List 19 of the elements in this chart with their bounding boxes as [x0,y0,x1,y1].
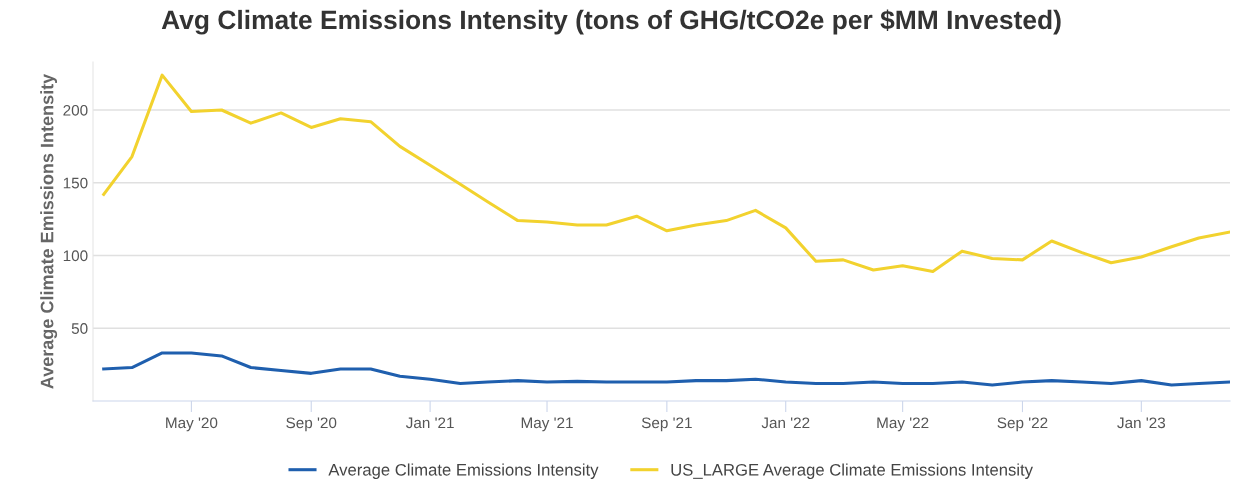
legend-label: Average Climate Emissions Intensity [328,463,599,479]
line-series [102,351,1230,387]
x-tick-label: May '20 [166,417,218,432]
y-tick-label: 150 [63,177,88,189]
y-axis-title: Average Climate Emissions Intensity [40,73,58,389]
chart-title: Avg Climate Emissions Intensity (tons of GHG/tCO2e per $MM Invested) [161,9,1061,35]
x-tick-label: May '22 [877,417,929,432]
x-tick-label: Jan '23 [1117,417,1166,429]
x-tick-label: Sep '22 [997,417,1048,432]
x-tick-label: Jan '22 [761,417,810,429]
x-tick-label: Jan '21 [405,417,454,429]
x-tick-label: May '21 [521,417,573,432]
y-tick-label: 50 [71,323,88,334]
legend-label: US_LARGE Average Climate Emissions Intensity [671,463,1033,479]
x-tick-label: Sep '21 [641,417,692,432]
y-tick-label: 100 [63,250,88,262]
x-tick-label: Sep '20 [286,417,337,432]
line-series [102,73,1230,274]
y-tick-label: 200 [63,104,88,116]
